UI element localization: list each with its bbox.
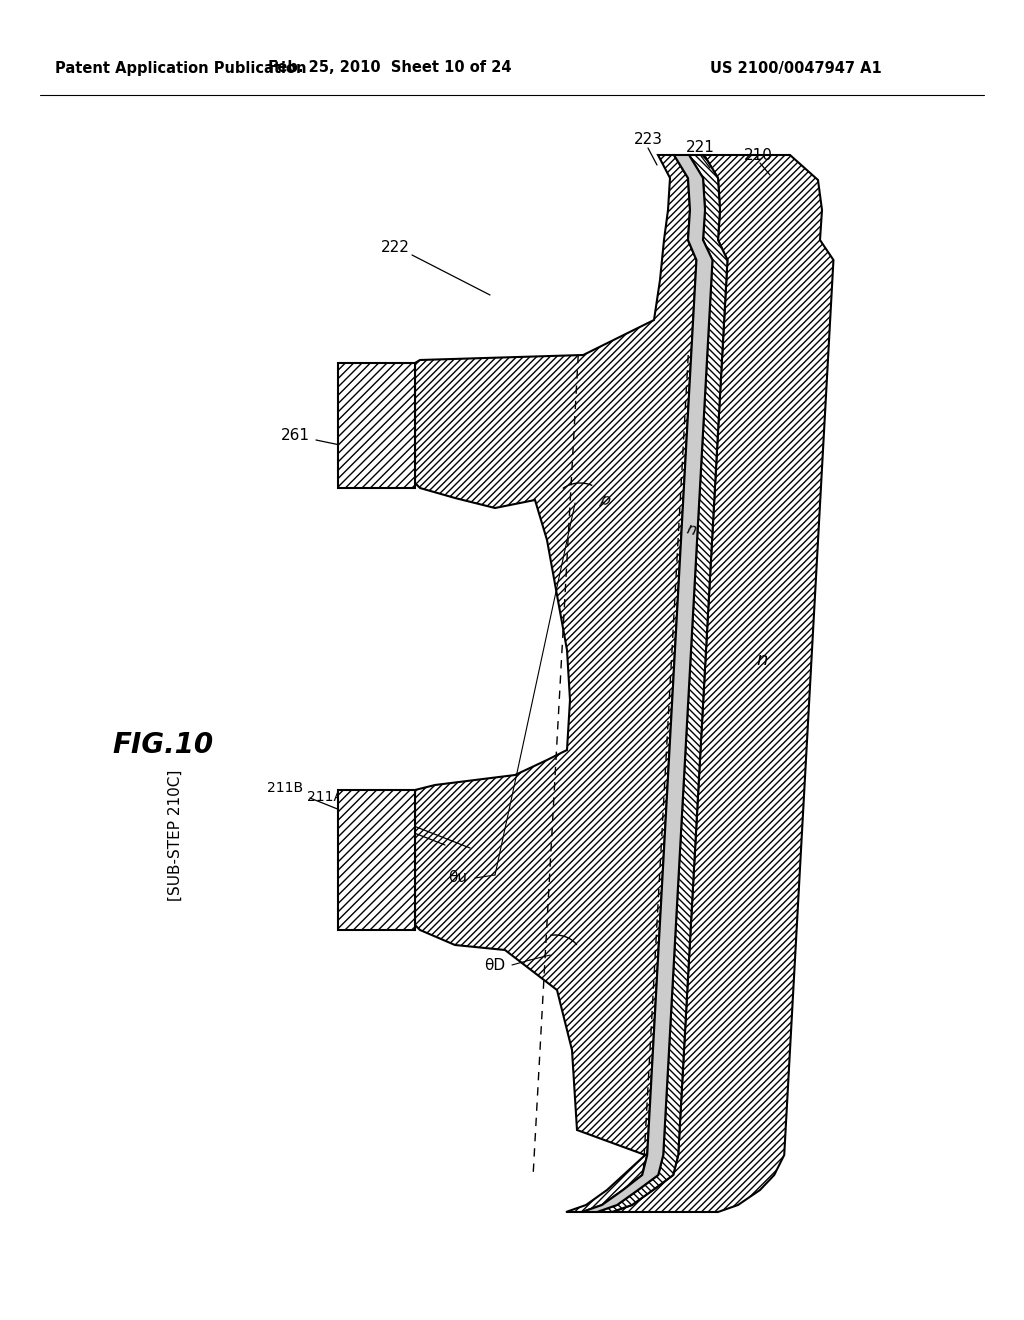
Text: n: n (757, 651, 768, 669)
Text: p: p (598, 491, 611, 508)
Text: 211A: 211A (307, 789, 343, 804)
Text: 223: 223 (634, 132, 663, 148)
Text: 222: 222 (381, 240, 410, 256)
Text: Feb. 25, 2010  Sheet 10 of 24: Feb. 25, 2010 Sheet 10 of 24 (268, 61, 512, 75)
Text: 210: 210 (743, 148, 772, 162)
Text: US 2100/0047947 A1: US 2100/0047947 A1 (710, 61, 882, 75)
Text: Patent Application Publication: Patent Application Publication (55, 61, 306, 75)
Text: n: n (684, 521, 697, 539)
Polygon shape (597, 154, 727, 1212)
Text: 211B: 211B (267, 781, 303, 795)
Polygon shape (338, 363, 415, 488)
Text: FIG.10: FIG.10 (112, 731, 213, 759)
Text: θD: θD (484, 957, 506, 973)
Polygon shape (582, 154, 713, 1212)
Polygon shape (612, 154, 834, 1212)
Text: 221: 221 (685, 140, 715, 156)
Text: 261: 261 (281, 428, 309, 442)
Text: θu: θu (449, 870, 468, 886)
Polygon shape (415, 154, 696, 1212)
Text: 211a: 211a (344, 799, 380, 812)
Text: [SUB-STEP 210C]: [SUB-STEP 210C] (168, 770, 182, 900)
Polygon shape (338, 789, 415, 931)
